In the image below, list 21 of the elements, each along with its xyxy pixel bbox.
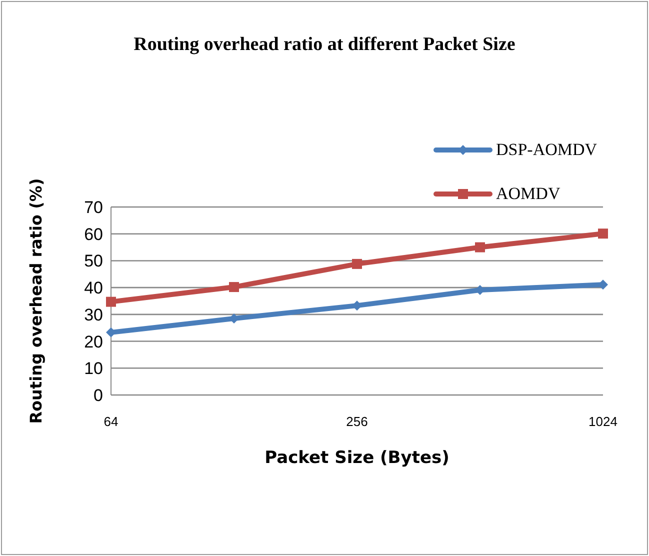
y-tick-label: 50 [84, 252, 103, 271]
legend-label: DSP-AOMDV [496, 140, 598, 160]
legend-label: AOMDV [496, 184, 560, 204]
y-tick-label: 10 [84, 359, 103, 378]
y-axis-title: Routing overhead ratio (%) [26, 178, 46, 424]
y-tick-label: 60 [84, 224, 103, 244]
chart-title: Routing overhead ratio at different Packet Size [132, 34, 516, 56]
point [598, 228, 608, 239]
x-axis-title: Packet Size (Bytes) [264, 448, 450, 468]
y-tick-label: 0 [94, 386, 103, 406]
point [229, 282, 239, 292]
x-tick-label: 256 [346, 414, 368, 430]
x-tick-label: 64 [104, 414, 118, 430]
y-tick-label: 40 [84, 278, 103, 298]
x-tick-label: 1024 [588, 414, 618, 430]
y-tick-label: 20 [84, 332, 103, 352]
y-tick-label: 70 [84, 198, 103, 218]
point [352, 258, 362, 269]
y-tick-label: 30 [84, 305, 103, 324]
point [106, 296, 116, 307]
point [475, 242, 485, 252]
